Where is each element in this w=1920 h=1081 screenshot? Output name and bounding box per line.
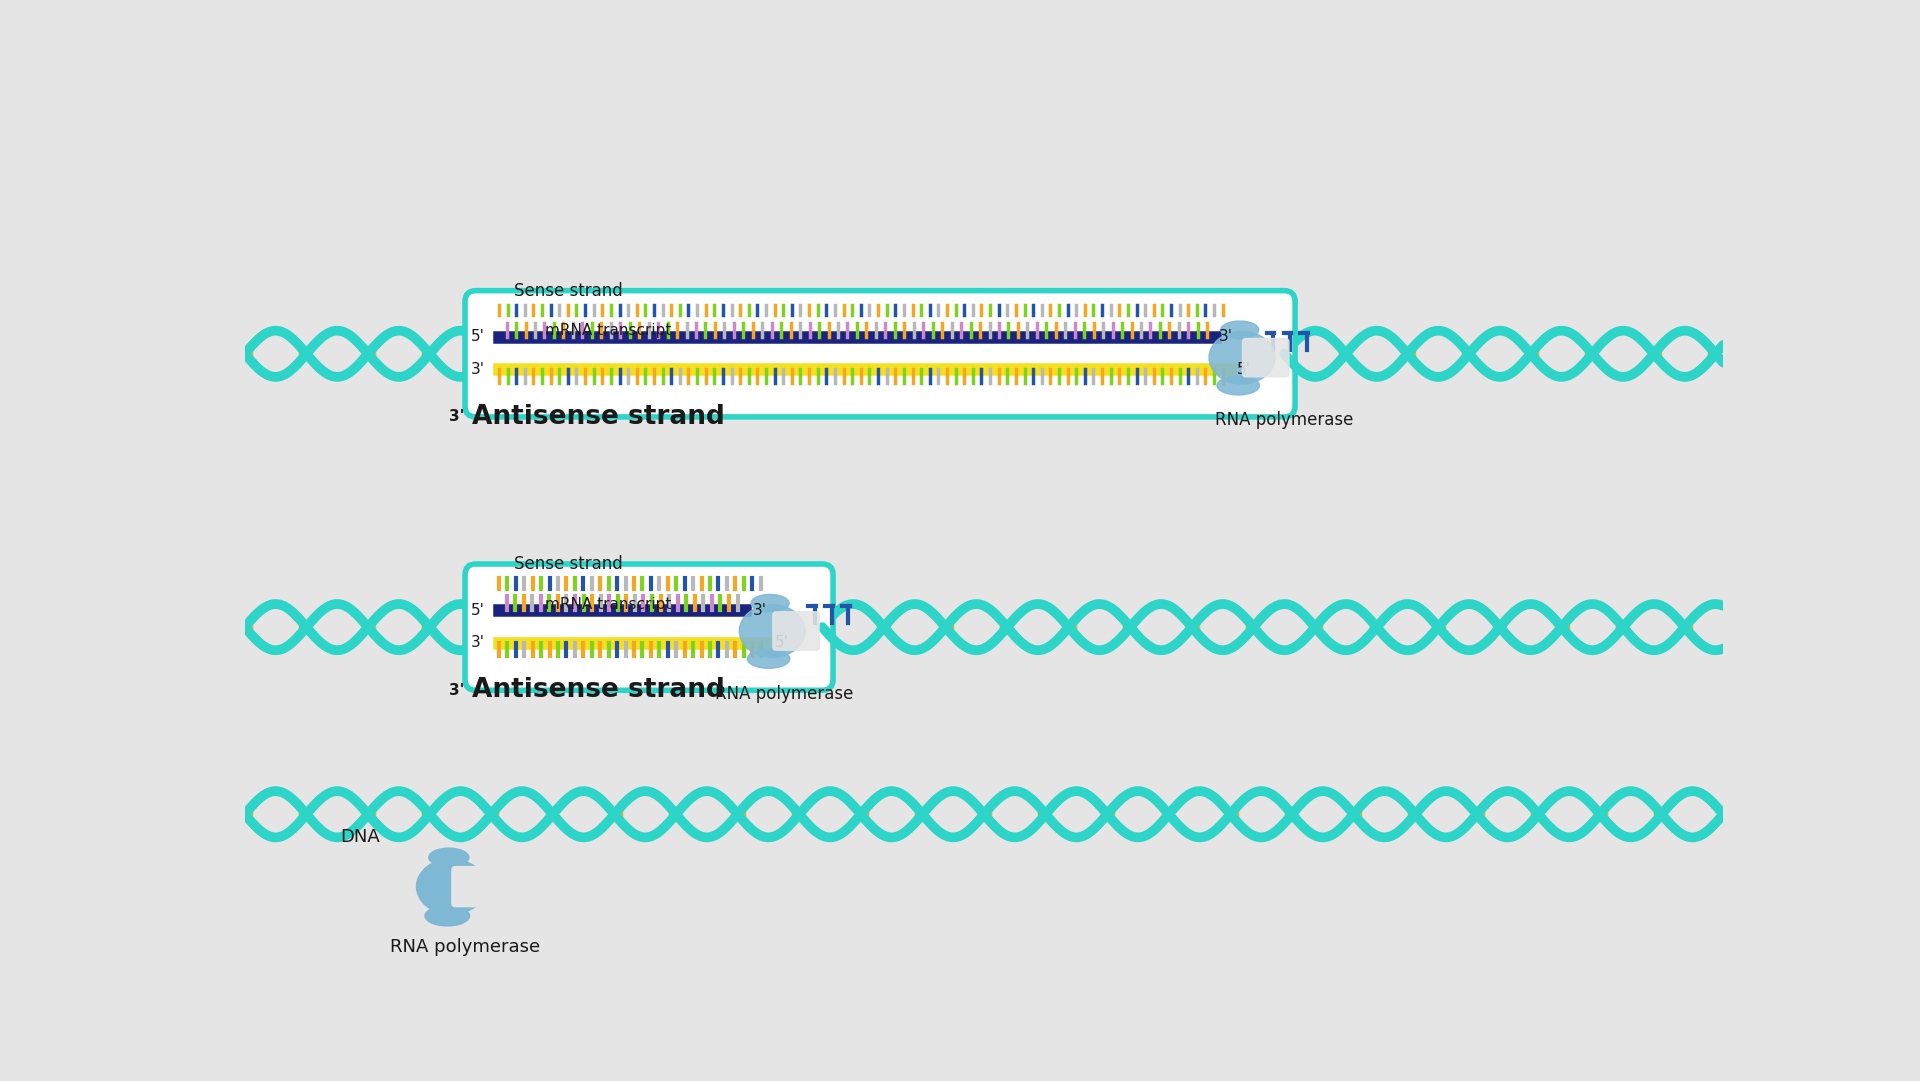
Text: 5': 5' [774, 635, 789, 650]
Text: 3': 3' [470, 362, 486, 376]
Text: mRNA transcript: mRNA transcript [545, 323, 672, 338]
Text: 5': 5' [470, 603, 486, 617]
Text: 5': 5' [1236, 362, 1250, 376]
Ellipse shape [751, 595, 789, 612]
FancyBboxPatch shape [774, 612, 820, 650]
Text: DNA: DNA [340, 828, 380, 846]
FancyBboxPatch shape [451, 867, 501, 907]
Ellipse shape [1210, 331, 1275, 384]
Ellipse shape [424, 906, 470, 926]
Text: 3': 3' [753, 603, 766, 617]
Text: mRNA transcript: mRNA transcript [545, 597, 672, 612]
Text: Sense strand: Sense strand [515, 555, 624, 573]
Text: RNA polymerase: RNA polymerase [714, 684, 852, 703]
Ellipse shape [1217, 376, 1260, 395]
FancyBboxPatch shape [465, 564, 833, 691]
Ellipse shape [417, 859, 486, 915]
Text: Antisense strand: Antisense strand [472, 404, 726, 430]
Ellipse shape [1221, 321, 1260, 338]
Text: Sense strand: Sense strand [515, 282, 624, 299]
Text: 3': 3' [1219, 330, 1233, 345]
Ellipse shape [739, 604, 804, 657]
Text: 3': 3' [449, 410, 465, 425]
Ellipse shape [428, 849, 468, 867]
Text: 5': 5' [470, 330, 486, 345]
Text: Antisense strand: Antisense strand [472, 678, 726, 704]
Text: RNA polymerase: RNA polymerase [390, 937, 540, 956]
Ellipse shape [747, 650, 789, 668]
Text: RNA polymerase: RNA polymerase [1215, 412, 1354, 429]
FancyBboxPatch shape [1242, 338, 1288, 377]
Text: 3': 3' [449, 683, 465, 697]
Text: 3': 3' [470, 635, 486, 650]
FancyBboxPatch shape [465, 291, 1296, 417]
